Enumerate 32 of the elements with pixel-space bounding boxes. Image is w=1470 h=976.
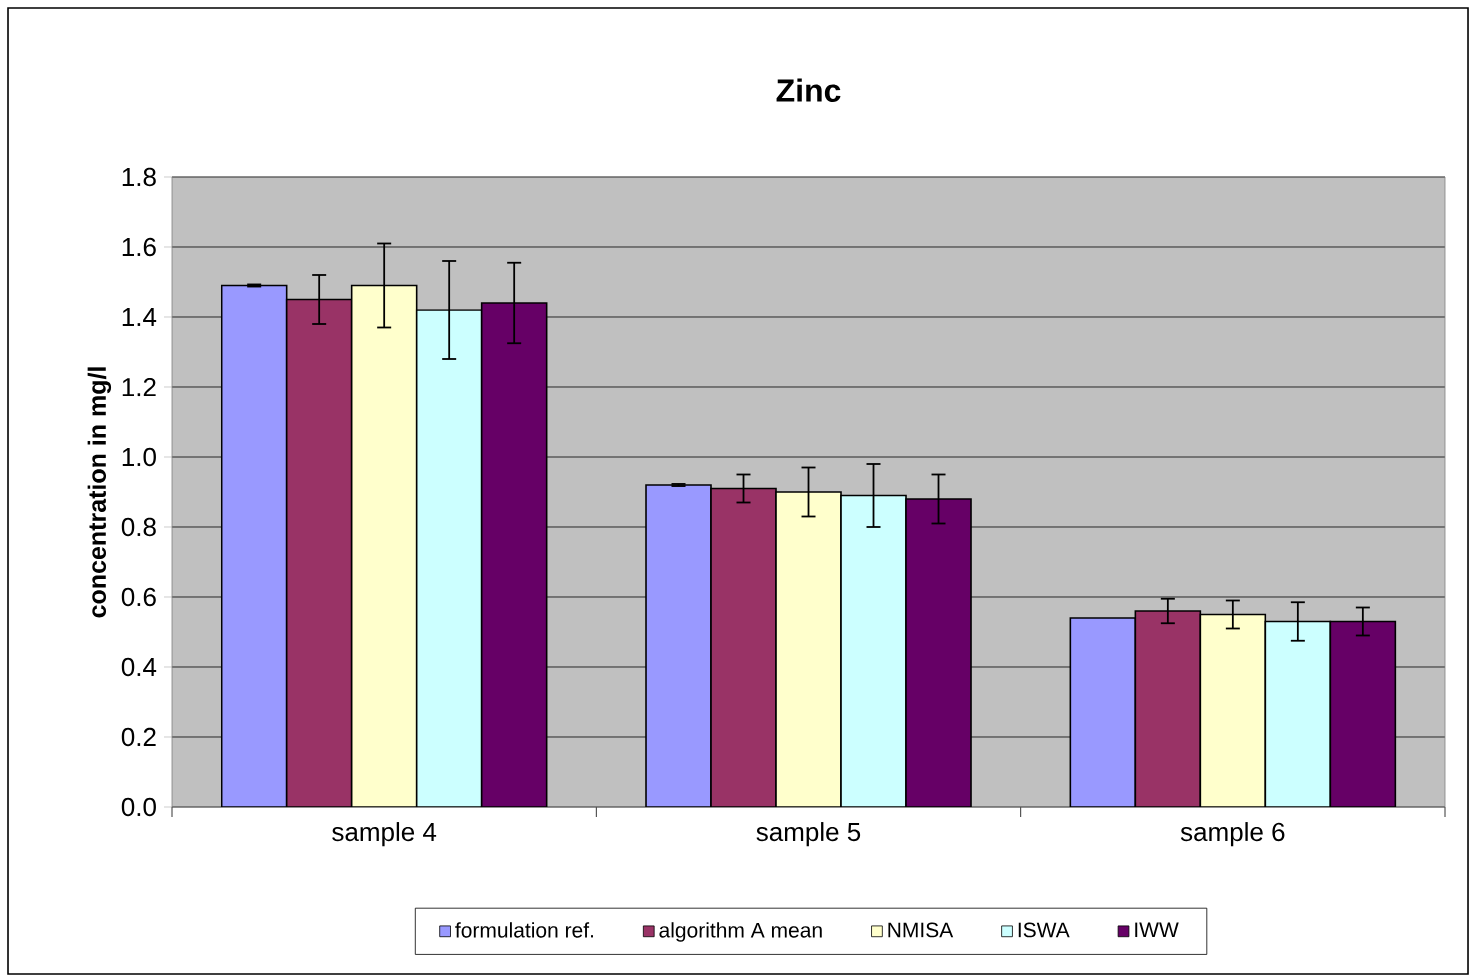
bar bbox=[1199, 613, 1267, 807]
y-axis-title: concentration in mg/l bbox=[87, 367, 112, 618]
y-tick-label: 1.4 bbox=[122, 308, 157, 326]
y-tick-label: 0.6 bbox=[121, 587, 156, 607]
x-tick-label: sample 4 bbox=[332, 822, 437, 847]
bar bbox=[1069, 617, 1137, 807]
chart-title: Zinc bbox=[776, 78, 841, 102]
y-tick-label: 0.4 bbox=[121, 657, 157, 677]
bar bbox=[775, 491, 842, 807]
y-tick-label: 0.8 bbox=[121, 517, 156, 537]
y-tick-label: 1.2 bbox=[122, 377, 156, 397]
bar bbox=[710, 487, 777, 807]
bar bbox=[1134, 610, 1202, 807]
legend-label: algorithm A mean bbox=[659, 922, 822, 942]
bar bbox=[1264, 620, 1332, 807]
bar bbox=[840, 494, 907, 807]
y-tick-label: 1.0 bbox=[122, 447, 156, 467]
x-tick-label: sample 6 bbox=[1180, 822, 1285, 847]
bar bbox=[350, 284, 418, 807]
legend-label: ISWA bbox=[1018, 922, 1070, 938]
legend-label: formulation ref. bbox=[455, 922, 594, 938]
bar bbox=[220, 284, 288, 807]
y-tick-label: 0.2 bbox=[121, 727, 156, 747]
bar bbox=[415, 309, 483, 807]
y-tick-label: 0.0 bbox=[121, 797, 156, 817]
legend-label: IWW bbox=[1135, 922, 1179, 938]
bar bbox=[285, 298, 353, 807]
bar bbox=[645, 484, 712, 807]
legend-label: NMISA bbox=[888, 922, 954, 938]
y-tick-label: 1.8 bbox=[122, 167, 156, 187]
y-tick-label: 1.6 bbox=[122, 237, 156, 257]
x-tick-label: sample 5 bbox=[756, 822, 861, 847]
